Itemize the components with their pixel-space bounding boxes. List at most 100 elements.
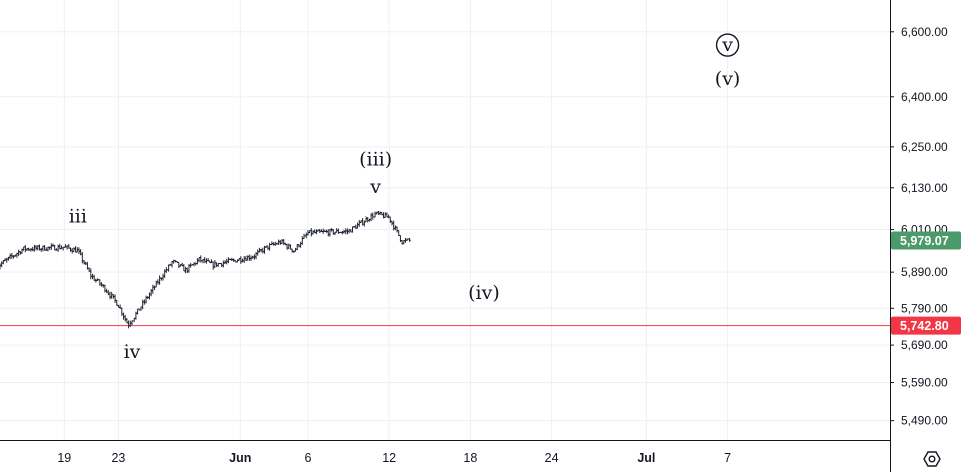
horizontal-line-label-bg [891,316,961,335]
price-bar [153,285,157,290]
price-bar [280,238,284,245]
price-bar [215,262,219,268]
price-bar [59,245,63,250]
price-bar [235,259,239,263]
price-bar [100,282,104,287]
price-bar [92,274,96,281]
y-tick-label: 6,250.00 [901,140,948,154]
price-bar [182,263,186,272]
price-bar [285,243,289,250]
price-bar [226,257,230,264]
price-bar [23,245,27,253]
price-bar [371,212,375,220]
price-bar [199,255,203,263]
horizontal-line-label: 5,742.80 [900,319,949,333]
price-bar [278,239,282,245]
price-bar [108,291,112,300]
x-tick-label: 23 [111,451,125,465]
price-bar [213,259,217,268]
price-bar [383,212,387,218]
y-tick-label: 5,490.00 [901,414,948,428]
price-bar [304,232,308,239]
y-tick-label: 6,130.00 [901,181,948,195]
wave-label: v [721,34,733,56]
price-bar [326,229,330,237]
y-tick-label: 5,890.00 [901,265,948,279]
price-bar [5,257,9,263]
price-bar [259,248,263,253]
price-bar [407,237,411,242]
price-bar [125,318,129,324]
x-tick-label: Jun [229,451,251,465]
wave-label: (iii) [359,149,392,171]
price-bar [53,244,57,251]
wave-label: (iv) [468,282,500,304]
price-bar [39,247,43,252]
price-bar [300,236,304,245]
price-bar [366,216,370,223]
price-bar [221,260,225,268]
price-bar [74,246,78,253]
price-bar [357,220,361,227]
y-tick-label: 5,590.00 [901,376,948,390]
x-tick-label: 18 [463,451,477,465]
price-bar [141,299,145,310]
price-bar [247,254,251,261]
price-bar [356,222,360,229]
price-bar [373,211,377,218]
price-bar [0,261,4,268]
price-bar [34,245,38,251]
price-bar [127,320,131,329]
price-bar [8,253,12,260]
price-bar [51,243,55,247]
price-bar [161,273,165,281]
price-bar [115,299,119,306]
price-bar [392,220,396,231]
price-bar [163,269,167,278]
y-tick-label: 6,600.00 [901,25,948,39]
wave-label: (v) [715,68,741,90]
price-bar [122,312,126,320]
wave-label: v [369,176,381,198]
price-bar [149,288,153,297]
price-bar [70,248,74,254]
price-bar [82,260,86,265]
y-tick-label: 6,400.00 [901,90,948,104]
wave-label: iii [69,206,87,228]
price-bar [147,292,151,300]
x-tick-label: 24 [545,451,559,465]
price-bar [299,241,303,248]
y-tick-label: 5,690.00 [901,338,948,352]
last-price-label-bg [891,231,961,250]
x-tick-label: Jul [637,451,655,465]
price-bar [144,295,148,304]
price-bar [113,294,117,303]
x-tick-label: 6 [304,451,311,465]
price-bar [282,238,286,246]
price-bar [69,247,73,252]
price-bar [84,261,88,265]
price-bar [89,268,93,280]
price-bar [151,284,155,294]
x-tick-label: 19 [57,451,71,465]
price-bar [211,261,215,270]
x-tick-label: 12 [382,451,396,465]
price-bar [369,213,373,222]
price-bar [158,275,162,285]
price-bar [311,230,315,235]
price-bar [72,247,76,253]
price-bar [197,257,201,263]
x-tick-label: 7 [724,451,731,465]
price-bar [242,256,246,264]
price-bar [385,212,389,218]
price-bar [80,252,84,264]
price-bar [195,258,199,265]
price-bar [17,249,21,257]
price-bar [177,261,181,269]
settings-gear-icon[interactable] [922,449,942,469]
price-bar [287,243,291,250]
price-bar [49,243,53,250]
price-bar [31,246,35,252]
